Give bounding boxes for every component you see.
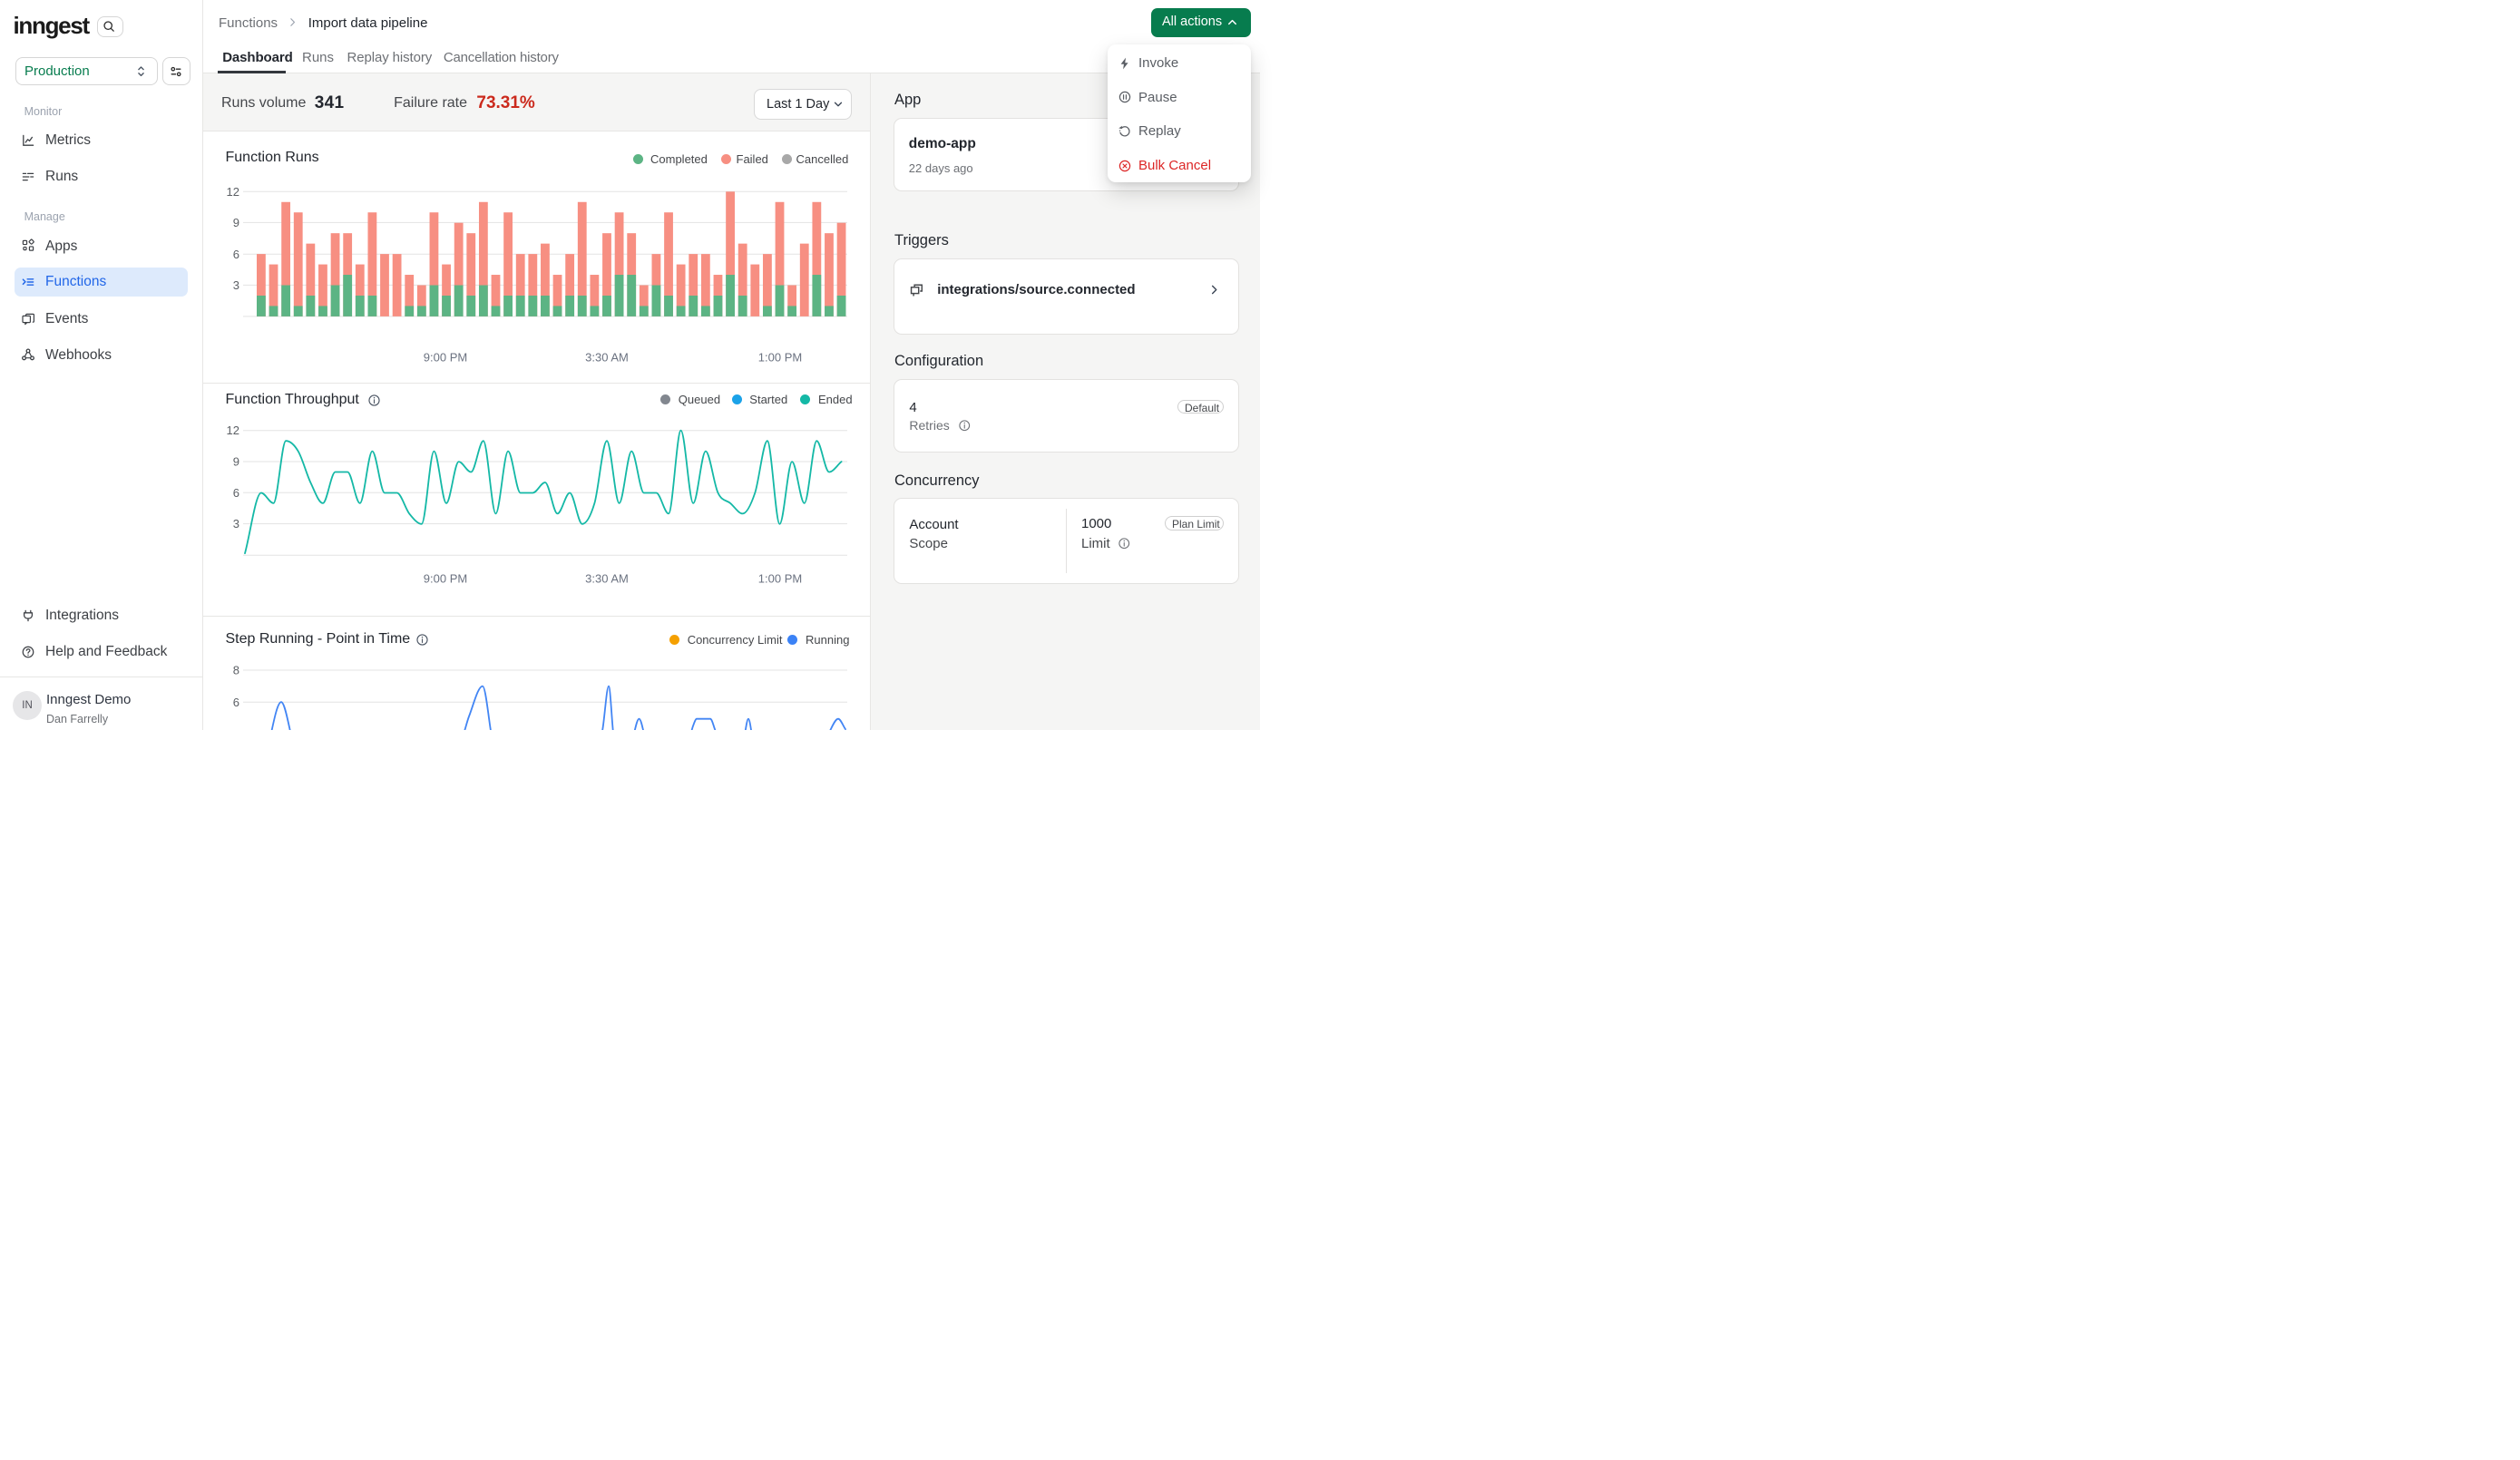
svg-text:12: 12 <box>227 423 239 437</box>
svg-text:8: 8 <box>233 664 239 677</box>
svg-text:9:00 PM: 9:00 PM <box>424 572 467 586</box>
svg-text:3: 3 <box>233 517 239 530</box>
svg-text:6: 6 <box>233 696 239 709</box>
svg-text:4: 4 <box>233 727 239 730</box>
svg-text:9: 9 <box>233 455 239 469</box>
svg-text:9:00 PM: 9:00 PM <box>424 351 467 365</box>
svg-text:6: 6 <box>233 248 239 261</box>
svg-text:9: 9 <box>233 216 239 229</box>
svg-text:1:00 PM: 1:00 PM <box>758 572 802 586</box>
svg-text:3: 3 <box>233 278 239 292</box>
svg-text:3:30 AM: 3:30 AM <box>585 572 629 586</box>
svg-text:12: 12 <box>227 185 239 199</box>
svg-text:1:00 PM: 1:00 PM <box>758 351 802 365</box>
svg-text:6: 6 <box>233 486 239 500</box>
svg-text:3:30 AM: 3:30 AM <box>585 351 629 365</box>
